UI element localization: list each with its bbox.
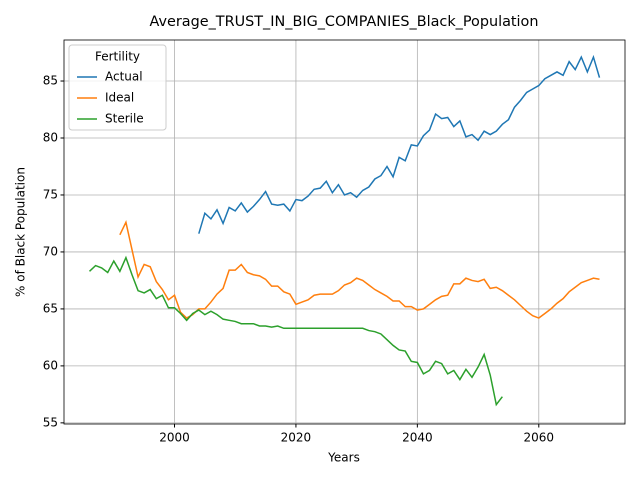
legend-label: Ideal [105,91,134,105]
line-series [88,255,503,407]
y-tick-label: 55 [43,415,58,429]
legend-box [68,44,167,131]
y-tick-label: 70 [43,244,58,258]
legend-label: Sterile [105,112,144,126]
chart-title: Average_TRUST_IN_BIG_COMPANIES_Black_Pop… [150,14,539,30]
legend-label: Actual [105,70,143,84]
y-tick-label: 80 [43,130,58,144]
y-tick-label: 60 [43,358,58,372]
x-tick-label: 2000 [159,431,190,445]
y-tick-label: 85 [43,74,58,88]
y-tick-label: 75 [43,187,58,201]
line-series [198,54,601,234]
x-tick-label: 2040 [402,431,433,445]
legend-title: Fertility [95,50,140,64]
y-tick-label: 65 [43,301,58,315]
x-tick-label: 2060 [524,431,555,445]
y-axis-label: % of Black Population [14,167,28,297]
axes-frame [63,39,626,425]
line-series [119,220,600,319]
x-axis-label: Years [327,451,360,465]
x-tick-label: 2020 [281,431,312,445]
